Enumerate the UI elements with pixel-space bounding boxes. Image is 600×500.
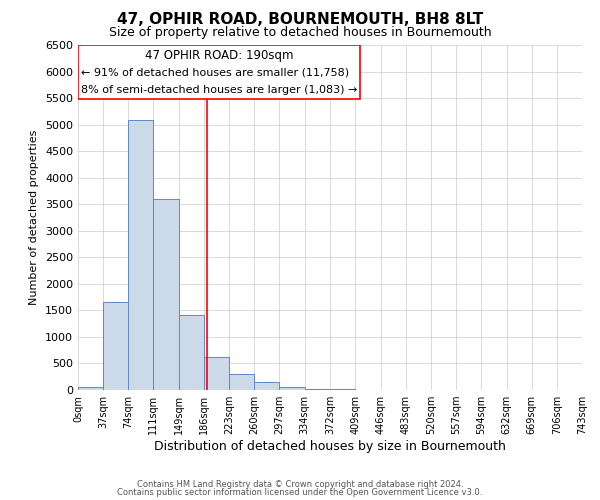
Text: 47, OPHIR ROAD, BOURNEMOUTH, BH8 8LT: 47, OPHIR ROAD, BOURNEMOUTH, BH8 8LT xyxy=(117,12,483,28)
Text: ← 91% of detached houses are smaller (11,758): ← 91% of detached houses are smaller (11… xyxy=(81,67,349,77)
Bar xyxy=(305,389,331,390)
Y-axis label: Number of detached properties: Number of detached properties xyxy=(29,130,40,305)
Bar xyxy=(254,382,280,390)
X-axis label: Distribution of detached houses by size in Bournemouth: Distribution of detached houses by size … xyxy=(154,440,506,453)
Bar xyxy=(128,120,153,390)
Bar xyxy=(103,302,128,390)
Bar xyxy=(153,199,179,390)
Bar xyxy=(280,387,305,390)
Text: Contains HM Land Registry data © Crown copyright and database right 2024.: Contains HM Land Registry data © Crown c… xyxy=(137,480,463,489)
Bar xyxy=(78,387,103,390)
Bar xyxy=(229,374,254,390)
Text: Size of property relative to detached houses in Bournemouth: Size of property relative to detached ho… xyxy=(109,26,491,39)
Text: 47 OPHIR ROAD: 190sqm: 47 OPHIR ROAD: 190sqm xyxy=(145,50,293,62)
Bar xyxy=(204,357,229,390)
Bar xyxy=(78,45,360,99)
Text: Contains public sector information licensed under the Open Government Licence v3: Contains public sector information licen… xyxy=(118,488,482,497)
Text: 8% of semi-detached houses are larger (1,083) →: 8% of semi-detached houses are larger (1… xyxy=(81,85,357,95)
Bar xyxy=(179,314,204,390)
